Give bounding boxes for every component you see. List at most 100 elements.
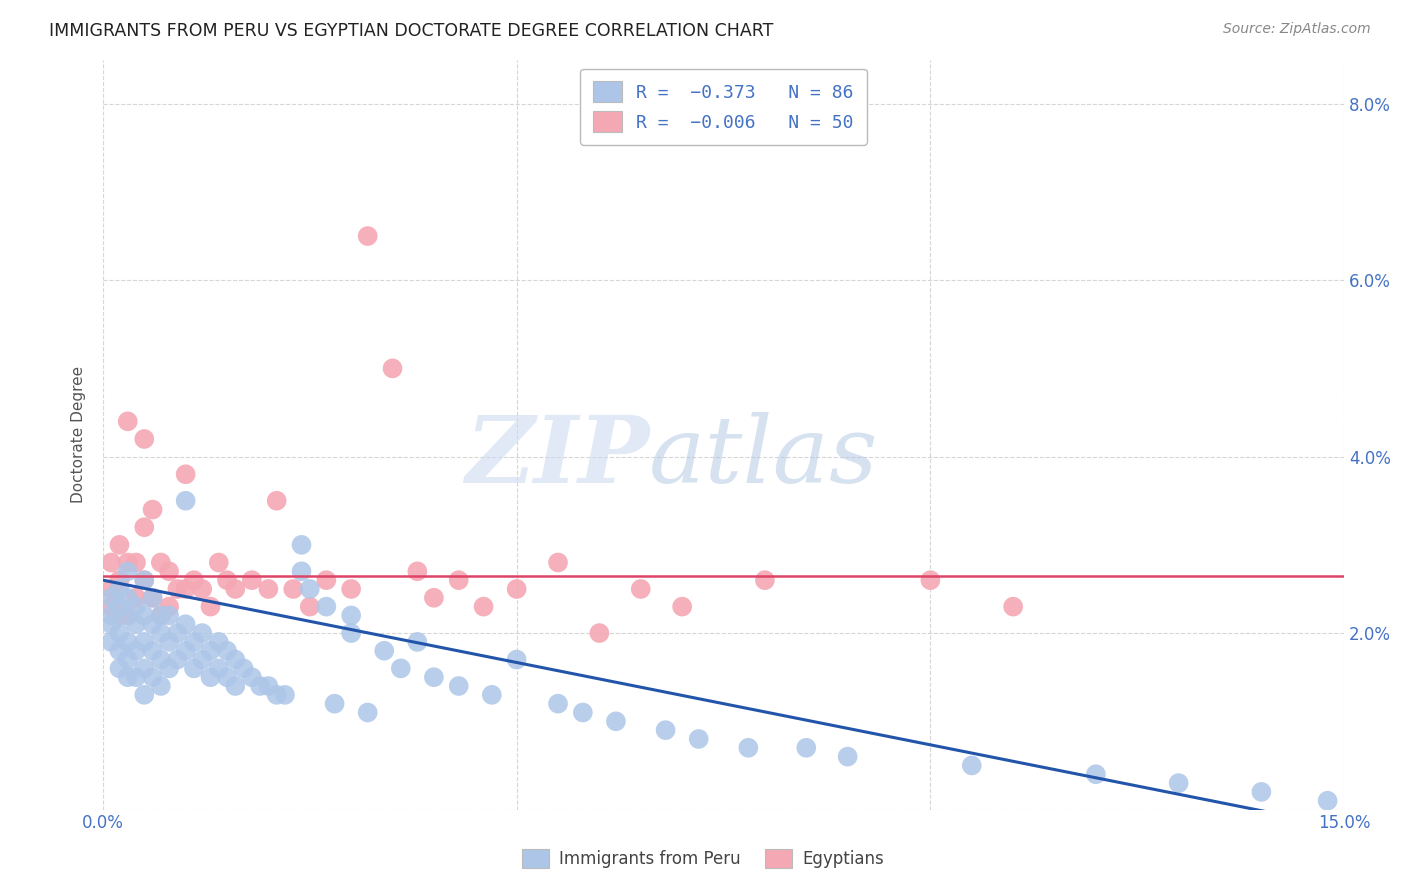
Point [183, 573, 205, 587]
Point [142, 670, 165, 684]
Point [505, 582, 527, 596]
Point [283, 582, 305, 596]
Point [406, 564, 429, 578]
Point [240, 573, 263, 587]
Point [837, 749, 859, 764]
Point [547, 556, 569, 570]
Point [654, 723, 676, 738]
Point [100, 582, 122, 596]
Point [166, 626, 188, 640]
Point [671, 599, 693, 614]
Point [298, 599, 321, 614]
Point [240, 670, 263, 684]
Point [688, 731, 710, 746]
Point [547, 697, 569, 711]
Point [142, 644, 165, 658]
Point [298, 582, 321, 596]
Point [134, 661, 156, 675]
Point [340, 582, 363, 596]
Point [125, 617, 148, 632]
Point [630, 582, 652, 596]
Legend: R =  −0.373   N = 86, R =  −0.006   N = 50: R = −0.373 N = 86, R = −0.006 N = 50 [581, 69, 866, 145]
Point [108, 573, 131, 587]
Point [174, 493, 197, 508]
Point [249, 679, 271, 693]
Point [505, 652, 527, 666]
Point [166, 582, 188, 596]
Point [117, 414, 139, 428]
Point [1167, 776, 1189, 790]
Point [125, 599, 148, 614]
Legend: Immigrants from Peru, Egyptians: Immigrants from Peru, Egyptians [516, 842, 890, 875]
Point [266, 688, 288, 702]
Point [224, 652, 246, 666]
Point [100, 608, 122, 623]
Point [373, 644, 395, 658]
Point [794, 740, 817, 755]
Point [134, 573, 156, 587]
Point [389, 661, 412, 675]
Point [157, 661, 180, 675]
Text: Source: ZipAtlas.com: Source: ZipAtlas.com [1223, 22, 1371, 37]
Point [315, 599, 337, 614]
Point [960, 758, 983, 772]
Point [142, 502, 165, 516]
Point [174, 644, 197, 658]
Point [423, 670, 446, 684]
Point [191, 652, 214, 666]
Point [357, 229, 380, 244]
Point [108, 626, 131, 640]
Point [117, 635, 139, 649]
Point [166, 652, 188, 666]
Point [149, 608, 172, 623]
Point [134, 432, 156, 446]
Point [323, 697, 346, 711]
Point [149, 608, 172, 623]
Point [100, 635, 122, 649]
Point [257, 582, 280, 596]
Point [381, 361, 404, 376]
Text: atlas: atlas [650, 412, 879, 502]
Point [215, 644, 238, 658]
Point [125, 556, 148, 570]
Point [117, 652, 139, 666]
Point [157, 635, 180, 649]
Point [1084, 767, 1107, 781]
Text: IMMIGRANTS FROM PERU VS EGYPTIAN DOCTORATE DEGREE CORRELATION CHART: IMMIGRANTS FROM PERU VS EGYPTIAN DOCTORA… [49, 22, 773, 40]
Point [266, 493, 288, 508]
Point [108, 599, 131, 614]
Point [257, 679, 280, 693]
Point [125, 670, 148, 684]
Point [108, 661, 131, 675]
Point [200, 644, 222, 658]
Point [134, 573, 156, 587]
Point [208, 635, 231, 649]
Point [134, 520, 156, 534]
Point [191, 626, 214, 640]
Point [1002, 599, 1025, 614]
Point [125, 591, 148, 605]
Point [224, 582, 246, 596]
Point [117, 564, 139, 578]
Point [149, 556, 172, 570]
Point [215, 670, 238, 684]
Point [588, 626, 610, 640]
Point [215, 573, 238, 587]
Point [737, 740, 759, 755]
Point [290, 538, 312, 552]
Point [157, 608, 180, 623]
Point [142, 591, 165, 605]
Point [274, 688, 297, 702]
Point [191, 582, 214, 596]
Point [200, 670, 222, 684]
Point [1250, 785, 1272, 799]
Point [108, 608, 131, 623]
Point [200, 599, 222, 614]
Point [183, 661, 205, 675]
Point [149, 626, 172, 640]
Point [100, 599, 122, 614]
Point [100, 591, 122, 605]
Point [174, 582, 197, 596]
Point [117, 670, 139, 684]
Point [315, 573, 337, 587]
